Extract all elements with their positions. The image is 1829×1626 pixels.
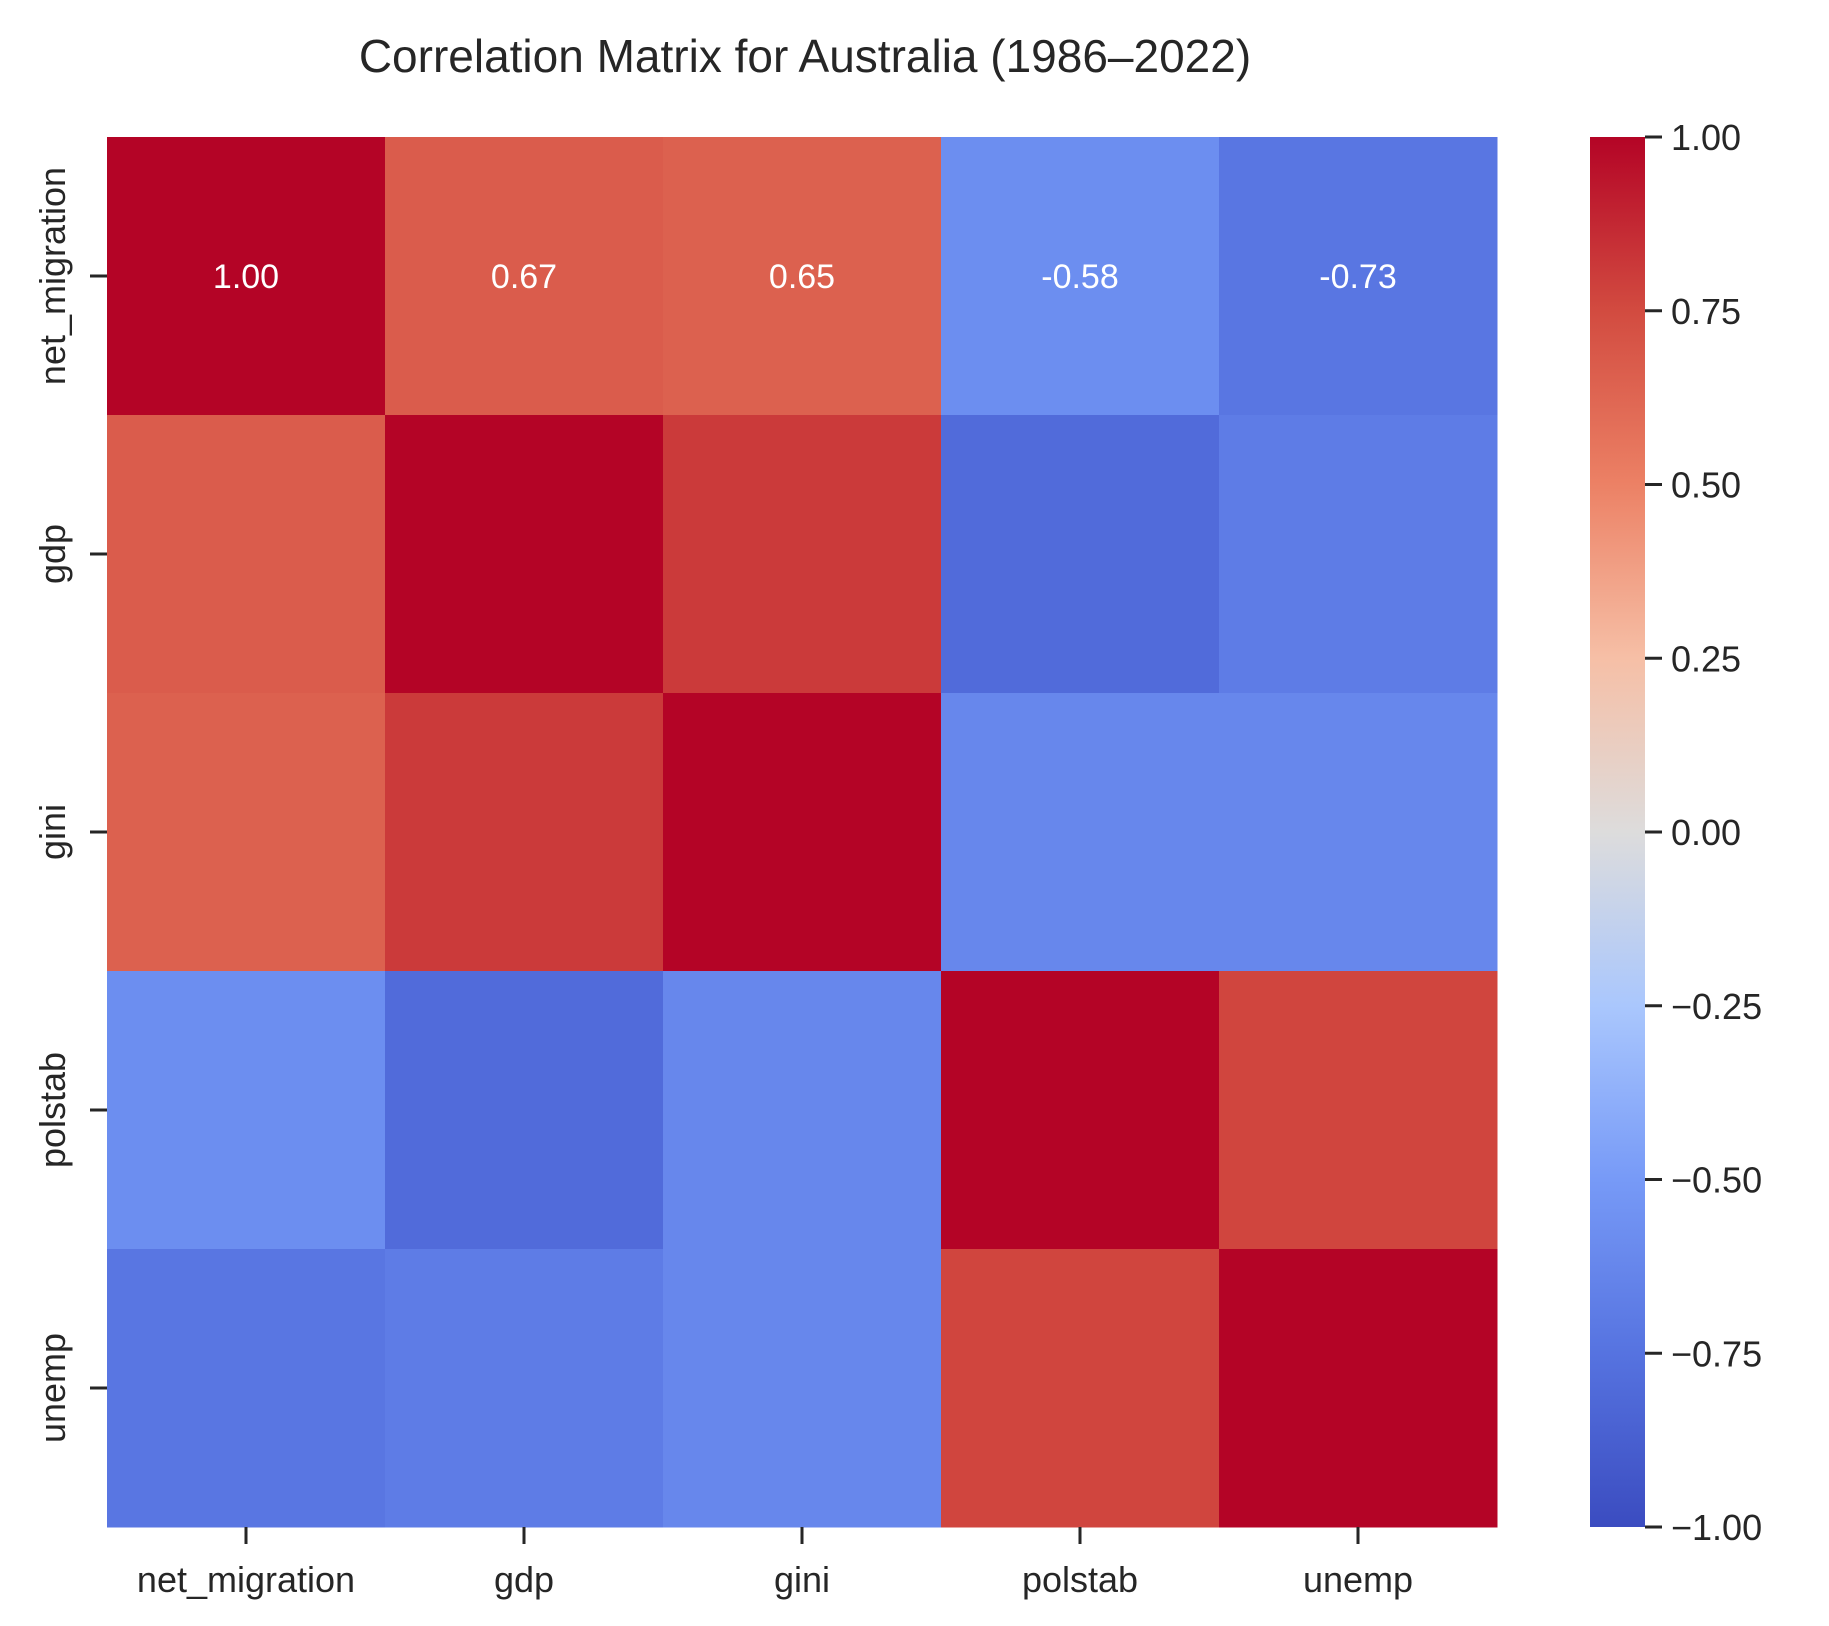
heatmap-cell [1219,1249,1498,1528]
heatmap-cell [385,1249,664,1528]
heatmap-cell [941,1249,1220,1528]
heatmap-cell [107,971,386,1250]
heatmap-cell [941,137,1220,416]
heatmap-cell [385,137,664,416]
colorbar-tick-label: −1.00 [1671,1507,1762,1548]
heatmap-cell [941,971,1220,1250]
cell-annotation: 0.67 [491,258,557,296]
heatmap-cell [941,415,1220,694]
y-tick-label: gdp [32,524,73,584]
colorbar [1590,137,1645,1527]
colorbar-tick-label: 0.25 [1671,638,1741,679]
x-tick-label: polstab [1022,1559,1138,1600]
cell-annotation: 1.00 [213,258,279,296]
x-tick-label: gini [774,1559,830,1600]
heatmap-cell [107,693,386,972]
colorbar-tick-label: 1.00 [1671,117,1741,158]
x-tick-label: unemp [1303,1559,1413,1600]
y-tick-label: gini [32,804,73,860]
heatmap-cell [107,1249,386,1528]
colorbar-tick-label: 0.75 [1671,291,1741,332]
heatmap-cell [1219,693,1498,972]
x-tick-label: net_migration [137,1559,355,1600]
heatmap-cell [941,693,1220,972]
colorbar-tick-label: 0.50 [1671,465,1741,506]
colorbar-tick-label: 0.00 [1671,812,1741,853]
heatmap-cell [107,137,386,416]
chart-title: Correlation Matrix for Australia (1986–2… [359,30,1251,82]
cell-annotation: 0.65 [769,258,835,296]
colorbar-ticks: 1.00 0.75 0.50 0.25 0.00 −0.25 −0.50 −0.75 −1.00 [1645,117,1762,1548]
x-axis: net_migration gdp gini polstab unemp [137,1527,1413,1600]
cell-annotations: 1.00 0.67 0.65 -0.58 -0.73 [213,258,1397,296]
heatmap-cell [663,1249,942,1528]
y-tick-label: net_migration [32,167,73,385]
heatmap-cell [1219,971,1498,1250]
heatmap-cell [107,415,386,694]
heatmap-cell [385,415,664,694]
y-tick-label: polstab [32,1052,73,1168]
colorbar-tick-label: −0.25 [1671,986,1762,1027]
cell-annotation: -0.58 [1041,258,1119,296]
heatmap-cell [663,971,942,1250]
heatmap-cell [663,137,942,416]
heatmap-cell [385,693,664,972]
colorbar-tick-label: −0.75 [1671,1333,1762,1374]
colorbar-tick-label: −0.50 [1671,1160,1762,1201]
heatmap-cell [663,415,942,694]
y-tick-label: unemp [32,1333,73,1443]
heatmap-cells [107,137,1498,1528]
heatmap-cell [385,971,664,1250]
cell-annotation: -0.73 [1319,258,1397,296]
heatmap-cell [1219,137,1498,416]
heatmap-cell [1219,415,1498,694]
x-tick-label: gdp [494,1559,554,1600]
heatmap-cell [663,693,942,972]
